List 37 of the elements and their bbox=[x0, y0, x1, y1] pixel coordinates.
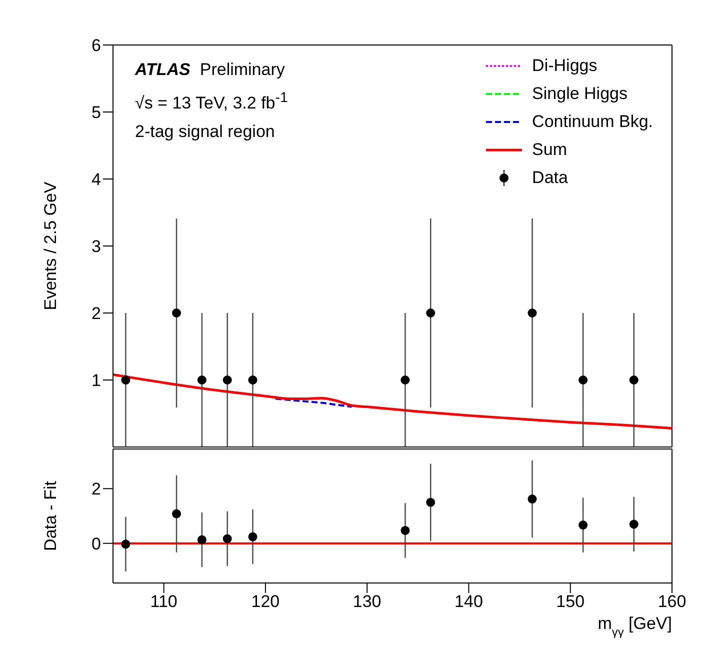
point bbox=[121, 540, 130, 549]
y-tick-label: 5 bbox=[92, 103, 101, 122]
point bbox=[426, 498, 436, 507]
y-tick-label: 0 bbox=[92, 534, 101, 554]
point bbox=[222, 534, 232, 544]
legend-label: Sum bbox=[532, 140, 568, 160]
x-tick-label: 150 bbox=[556, 592, 585, 612]
point bbox=[248, 532, 258, 542]
y-axis-title: Events / 2.5 GeV bbox=[41, 181, 60, 310]
line-series bbox=[113, 373, 672, 430]
y-axis-title: Data - Fit bbox=[41, 480, 60, 551]
line-series bbox=[274, 398, 353, 408]
legend-label: Data bbox=[532, 168, 568, 188]
legend-label: Single Higgs bbox=[532, 84, 628, 104]
point bbox=[578, 520, 588, 530]
point bbox=[400, 526, 410, 535]
annotation: Preliminary bbox=[200, 60, 285, 79]
x-tick-label: 120 bbox=[251, 592, 280, 612]
annotation: ATLAS bbox=[135, 60, 190, 79]
legend-label: Continuum Bkg. bbox=[532, 112, 653, 132]
annotation: √s = 13 TeV, 3.2 fb$^{-1}$ bbox=[135, 89, 288, 115]
y-tick-label: 2 bbox=[92, 480, 101, 499]
annotation: 2-tag signal region bbox=[135, 120, 276, 143]
x-tick-label: 110 bbox=[150, 592, 178, 612]
point bbox=[172, 509, 182, 518]
point bbox=[528, 494, 537, 504]
y-tick-label: 4 bbox=[92, 170, 101, 190]
y-tick-label: 1 bbox=[92, 371, 101, 390]
y-tick-label: 3 bbox=[92, 237, 101, 256]
point bbox=[197, 535, 206, 544]
x-tick-label: 160 bbox=[658, 592, 686, 612]
y-tick-label: 6 bbox=[92, 36, 101, 56]
x-tick-label: 140 bbox=[454, 592, 483, 612]
point bbox=[629, 520, 638, 529]
y-tick-label: 2 bbox=[92, 304, 101, 324]
x-tick-label: 130 bbox=[352, 592, 382, 612]
legend-label: Di-Higgs bbox=[532, 56, 598, 76]
